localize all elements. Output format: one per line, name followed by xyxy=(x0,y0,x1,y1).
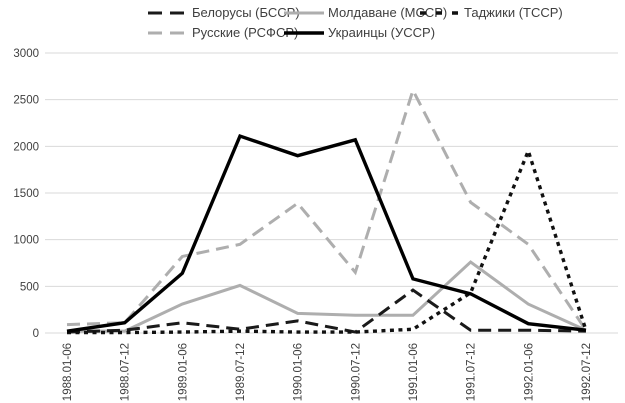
series-line-3 xyxy=(66,86,588,332)
legend-line-marker xyxy=(148,11,188,14)
series-line-0 xyxy=(66,288,586,334)
legend-line-marker xyxy=(420,10,460,15)
y-tick-label: 1000 xyxy=(13,235,39,247)
legend-line-marker xyxy=(148,31,188,34)
x-tick-label: 1991.07-12 xyxy=(466,343,478,401)
y-tick-label: 3000 xyxy=(13,48,39,60)
legend-item: Молдаване (МССР) xyxy=(284,5,447,20)
x-tick-label: 1992.01-06 xyxy=(523,343,535,401)
legend-label: Молдаване (МССР) xyxy=(328,5,448,20)
legend-line-marker xyxy=(284,11,324,14)
legend-label: Русские (РСФСР) xyxy=(192,25,299,40)
legend-item: Русские (РСФСР) xyxy=(148,25,298,40)
chart-legend: Белорусы (БССР) Молдаване (МССР) Таджики (… xyxy=(148,5,608,40)
legend-item: Украинцы (УССР) xyxy=(284,25,435,40)
legend-label: Белорусы (БССР) xyxy=(192,5,300,20)
x-tick-label: 1990.07-12 xyxy=(350,343,362,401)
series-line-1 xyxy=(67,260,587,333)
legend-line-marker xyxy=(284,30,324,35)
x-tick-label: 1988.01-06 xyxy=(62,343,74,401)
x-tick-label: 1990.01-06 xyxy=(293,343,305,401)
x-tick-label: 1988.07-12 xyxy=(120,343,132,401)
x-tick-label: 1989.01-06 xyxy=(177,343,189,401)
legend-item: Таджики (ТССР) xyxy=(420,5,563,20)
legend-label: Таджики (ТССР) xyxy=(464,5,563,20)
y-tick-label: 1500 xyxy=(13,188,39,200)
legend-label: Украинцы (УССР) xyxy=(328,25,436,40)
series-line-2 xyxy=(67,146,588,335)
x-tick-label: 1992.07-12 xyxy=(581,343,593,401)
x-tick-label: 1989.07-12 xyxy=(235,343,247,401)
x-tick-label: 1991.01-06 xyxy=(408,343,420,401)
series-line-4 xyxy=(66,133,587,333)
y-tick-label: 2500 xyxy=(13,95,39,107)
y-tick-label: 2000 xyxy=(13,141,39,153)
y-tick-label: 500 xyxy=(20,281,39,293)
legend-item: Белорусы (БССР) xyxy=(148,5,300,20)
y-tick-label: 0 xyxy=(33,328,39,340)
